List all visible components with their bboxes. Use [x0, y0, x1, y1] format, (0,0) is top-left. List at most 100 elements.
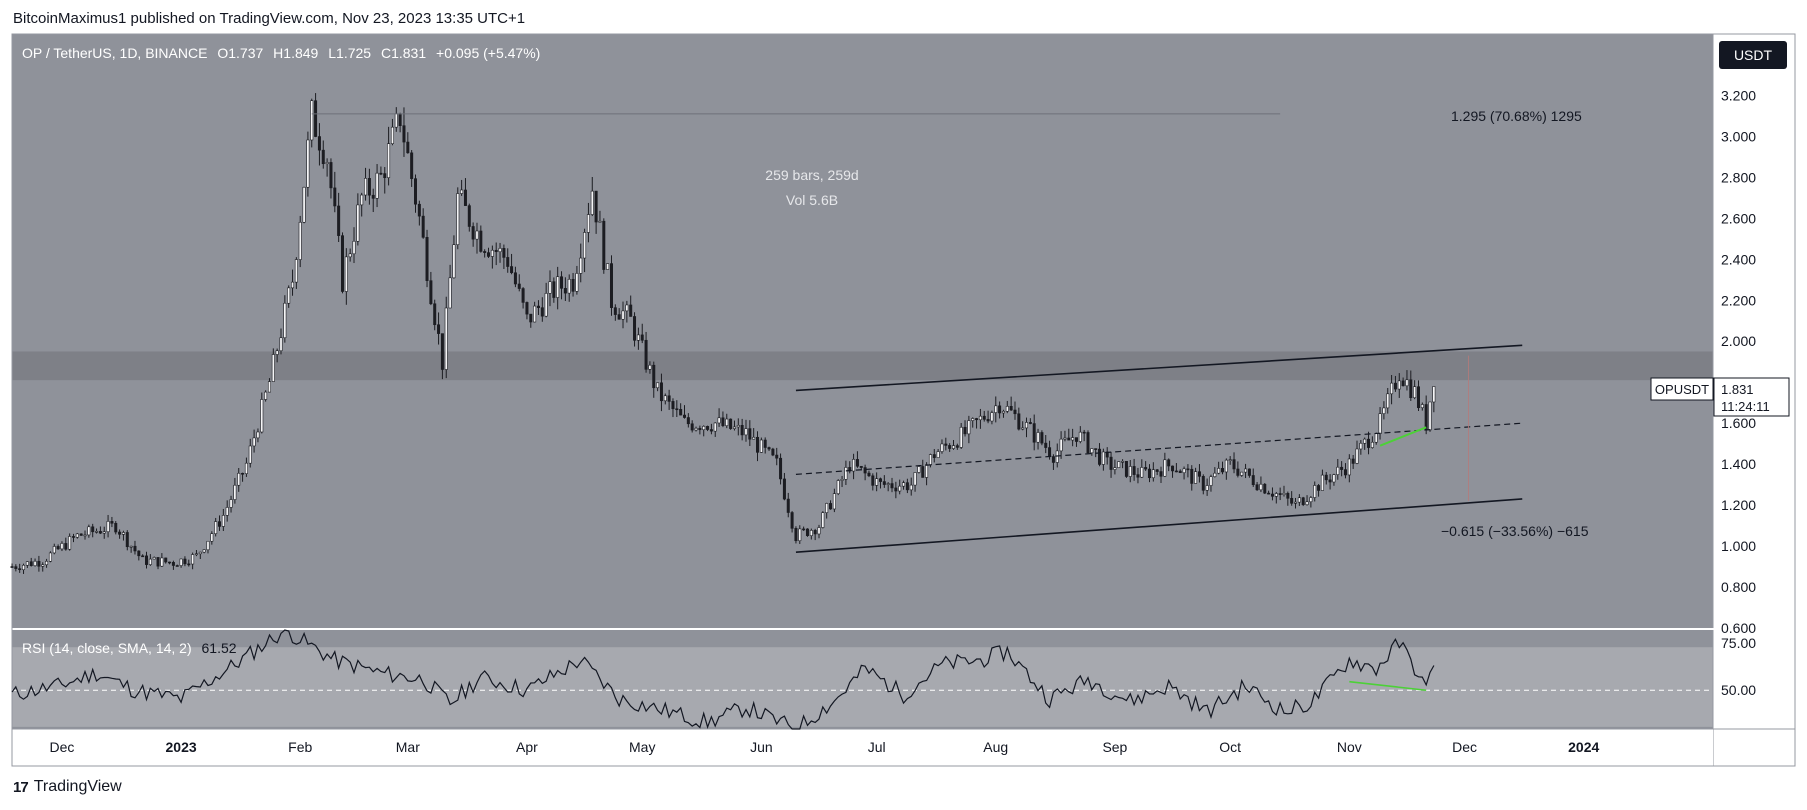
candle-body	[1159, 471, 1163, 477]
ticker-tag	[1650, 377, 1714, 401]
candle-body	[736, 425, 740, 428]
candle-body	[506, 257, 510, 267]
candle-body	[283, 302, 287, 339]
candle-body	[1290, 497, 1294, 504]
candle-body	[629, 304, 633, 317]
candle-body	[490, 249, 494, 257]
candle-body	[98, 531, 102, 534]
candle-body	[1286, 492, 1290, 499]
candle-body	[1171, 465, 1175, 472]
candle-body	[606, 263, 610, 270]
candle-body	[1413, 386, 1417, 399]
candle-body	[590, 190, 594, 215]
candle-body	[79, 533, 83, 536]
candle-body	[613, 307, 617, 315]
candle-body	[998, 405, 1002, 414]
candle-body	[22, 564, 26, 571]
candle-body	[460, 189, 464, 194]
candle-body	[137, 550, 141, 557]
candle-body	[210, 533, 214, 542]
candle-body	[252, 437, 256, 447]
candle-body	[586, 214, 590, 233]
candle-body	[56, 546, 60, 550]
candle-body	[759, 439, 763, 453]
candle-body	[1048, 447, 1052, 457]
candle-body	[925, 464, 929, 478]
candle-body	[325, 162, 329, 165]
candle-body	[859, 465, 863, 468]
candle-body	[1224, 459, 1228, 473]
candle-body	[502, 248, 506, 258]
candle-body	[544, 293, 548, 317]
time-tick-8: Aug	[983, 739, 1008, 755]
candle-body	[29, 561, 33, 567]
candle-body	[1259, 483, 1263, 491]
candle-body	[114, 522, 118, 533]
candle-body	[348, 253, 352, 258]
candle-body	[1267, 492, 1271, 495]
candle-body	[1236, 468, 1240, 476]
candle-body	[433, 303, 437, 326]
currency-button[interactable]	[1719, 41, 1787, 69]
candle-body	[383, 173, 387, 178]
candle-body	[1297, 497, 1301, 503]
candle-body	[633, 316, 637, 341]
candle-body	[1401, 380, 1405, 387]
footer-brand[interactable]: 17 TradingView	[13, 778, 122, 796]
candle-body	[786, 498, 790, 513]
candle-body	[463, 189, 467, 206]
candle-body	[1051, 456, 1055, 463]
candle-body	[540, 307, 544, 317]
candle-body	[1228, 459, 1232, 461]
candle-body	[1113, 467, 1117, 470]
open-label: O	[217, 45, 228, 61]
candle-body	[771, 448, 775, 456]
candle-body	[675, 408, 679, 411]
legend: OP / TetherUS, 1D, BINANCE O1.737 H1.849…	[22, 45, 540, 61]
candle-body	[14, 566, 18, 569]
time-tick-3: Mar	[396, 739, 420, 755]
candle-body	[1009, 406, 1013, 411]
candle-body	[744, 428, 748, 436]
candle-body	[225, 507, 229, 516]
candle-body	[698, 427, 702, 431]
candle-body	[682, 414, 686, 418]
candle-body	[375, 172, 379, 199]
candle-body	[978, 415, 982, 421]
candle-body	[1013, 409, 1017, 415]
rsi-band	[12, 647, 1713, 727]
candle-body	[967, 420, 971, 435]
candle-body	[579, 257, 583, 274]
candle-body	[1336, 466, 1340, 475]
candle-body	[805, 528, 809, 536]
candle-body	[894, 487, 898, 492]
candle-body	[1397, 380, 1401, 390]
candle-body	[517, 283, 521, 289]
candle-body	[106, 521, 110, 533]
candle-body	[882, 481, 886, 485]
candle-body	[41, 564, 45, 567]
candle-body	[702, 426, 706, 431]
candle-body	[855, 459, 859, 467]
candle-body	[1036, 432, 1040, 443]
candle-body	[779, 457, 783, 480]
candle-body	[164, 557, 168, 563]
candle-body	[1117, 461, 1121, 468]
rsi-divergence-line	[1349, 680, 1427, 692]
candle-body	[1363, 438, 1367, 444]
candle-body	[10, 566, 14, 568]
candle-body	[1420, 404, 1424, 409]
candle-body	[494, 249, 498, 253]
candle-body	[832, 493, 836, 510]
candle-body	[948, 445, 952, 449]
open-value: 1.737	[228, 45, 263, 61]
candle-body	[256, 431, 260, 439]
time-axis[interactable]	[12, 729, 1713, 766]
candle-body	[802, 528, 806, 531]
candle-body	[1094, 448, 1098, 450]
candle-body	[52, 546, 56, 554]
candle-body	[1144, 467, 1148, 470]
candle-body	[552, 281, 556, 298]
candle-body	[1217, 468, 1221, 474]
